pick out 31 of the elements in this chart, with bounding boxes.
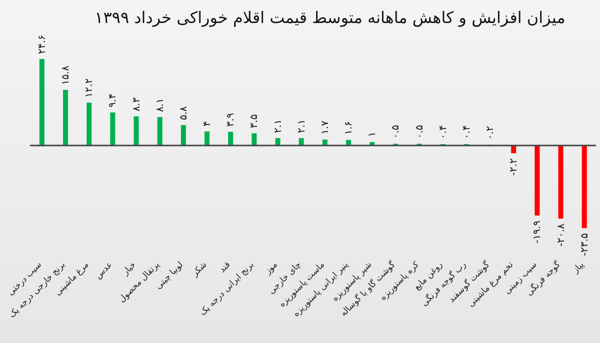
data-label: ۱	[367, 132, 378, 137]
data-label: ۹.۴	[108, 94, 119, 108]
data-label: ۰.۵	[414, 124, 426, 139]
x-tick-label: قند	[218, 260, 233, 275]
data-label: ۱.۷	[320, 120, 331, 135]
chart-title: میزان افزایش و کاهش ماهانه متوسط قیمت اقلام خوراکی خرداد ۱۳۹۹	[94, 8, 566, 27]
data-label: -۲۰.۸	[556, 223, 567, 247]
data-label: ۵.۸	[178, 106, 190, 120]
data-label: -۱۹.۹	[532, 220, 544, 244]
x-tick-label: پیاز	[570, 260, 587, 276]
data-label: ۰.۵	[390, 124, 402, 139]
data-label: -۲۳.۵	[579, 233, 590, 256]
data-label: ۸.۱	[154, 98, 166, 112]
x-tick-label: موز	[262, 260, 280, 278]
data-label: ۰.۴	[461, 125, 472, 140]
data-label: ۲.۱	[272, 119, 284, 134]
data-label: ۰.۴	[438, 125, 449, 140]
data-label: ۰.۲	[485, 126, 496, 140]
x-tick-label: عدس	[94, 260, 115, 282]
x-tick-label: شکر	[190, 260, 209, 280]
data-label: ۳.۵	[249, 114, 260, 128]
data-label: ۳.۹	[226, 112, 237, 127]
data-label: ۸.۳	[131, 96, 142, 112]
data-label: ۱.۶	[344, 120, 355, 135]
data-label: ۲۴.۶	[36, 34, 48, 54]
data-label: -۲.۲	[508, 158, 520, 176]
data-label: ۲.۱	[296, 119, 308, 134]
x-tick-label: خیار	[120, 260, 138, 278]
data-label: ۱۵.۸	[60, 65, 72, 85]
data-label: ۴	[202, 121, 214, 126]
data-label: ۱۲.۲	[84, 78, 96, 98]
